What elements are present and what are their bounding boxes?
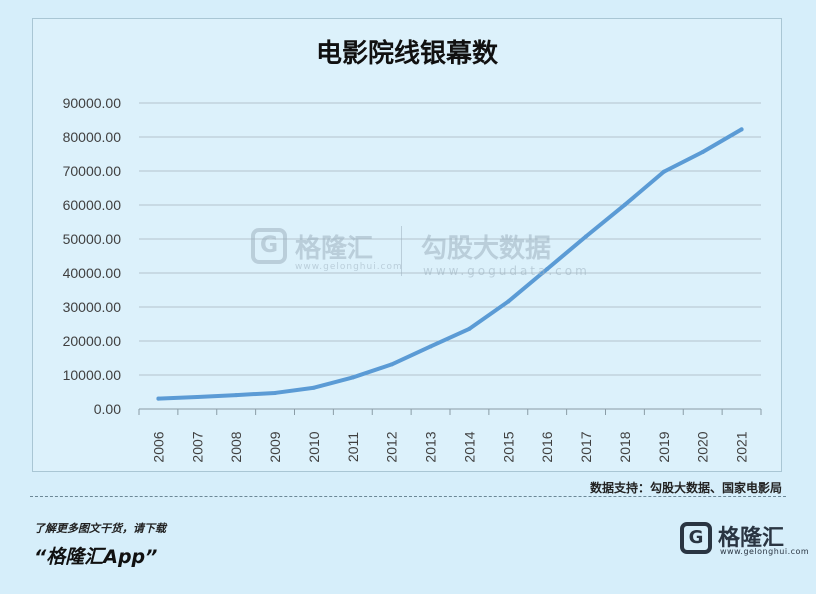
data-point: [195, 395, 200, 400]
y-tick-label: 20000.00: [63, 333, 122, 349]
y-tick-label: 0.00: [94, 401, 121, 417]
line-chart: 0.00 10000.00 20000.00 30000.00 40000.00 5000…: [63, 95, 762, 463]
x-tick-label: 2007: [189, 431, 205, 462]
brand-logo: G 格隆汇 www.gelonghui.com: [680, 520, 809, 560]
x-tick-label: 2017: [578, 431, 594, 462]
data-point: [234, 393, 239, 398]
x-tick-label: 2011: [345, 432, 361, 462]
chart-frame: 电影院线银幕数 0.00 10000.00 20000.00 30000.00 4000…: [32, 18, 782, 472]
data-point: [661, 169, 666, 174]
data-source: 数据支持：勾股大数据、国家电影局: [589, 481, 782, 495]
watermark-name: 格隆汇: [295, 234, 374, 264]
data-point: [389, 362, 394, 367]
brand-logo-icon: G: [680, 522, 712, 554]
y-tick-label: 70000.00: [63, 163, 122, 179]
promo-text: 了解更多图文干货，请下载: [34, 522, 166, 535]
x-tick-label: 2021: [734, 431, 750, 462]
data-point: [273, 390, 278, 395]
x-tick-label: 2019: [656, 431, 672, 462]
x-tick-label: 2020: [695, 431, 711, 462]
y-tick-label: 10000.00: [63, 367, 122, 383]
data-point: [545, 266, 550, 271]
watermark-url-left: www.gelonghui.com: [295, 262, 403, 272]
y-tick-label: 50000.00: [63, 231, 122, 247]
x-tick-label: 2015: [500, 431, 516, 462]
x-tick-label: 2018: [617, 431, 633, 462]
y-tick-label: 30000.00: [63, 299, 122, 315]
brand-name: 格隆汇: [718, 526, 785, 551]
watermark-logo-icon: G: [251, 228, 287, 264]
x-tick-label: 2012: [384, 431, 400, 462]
watermark-url-right: www.gogudata.com: [423, 264, 590, 278]
chart-title: 电影院线银幕数: [315, 39, 498, 69]
x-tick-label: 2013: [423, 431, 439, 462]
y-tick-label: 40000.00: [63, 265, 122, 281]
data-point: [584, 234, 589, 239]
x-tick-label: 2014: [461, 431, 477, 462]
data-point: [467, 326, 472, 331]
brand-url: www.gelonghui.com: [720, 547, 810, 556]
x-tick-label: 2008: [228, 431, 244, 462]
app-name: “格隆汇App”: [34, 546, 158, 568]
watermark-name2: 勾股大数据: [421, 234, 552, 264]
data-point: [156, 396, 161, 401]
data-point: [350, 375, 355, 380]
x-tick-label: 2010: [306, 431, 322, 462]
y-tick-label: 80000.00: [63, 129, 122, 145]
y-tick-label: 90000.00: [63, 95, 122, 111]
x-tick-label: 2006: [150, 431, 166, 462]
watermark-divider: [401, 226, 402, 276]
x-tick-label: 2016: [539, 431, 555, 462]
data-point: [506, 299, 511, 304]
series-line: [156, 127, 744, 401]
data-point: [622, 202, 627, 207]
data-point: [428, 344, 433, 349]
data-point: [700, 150, 705, 155]
divider: [30, 496, 786, 497]
data-point: [739, 127, 744, 132]
y-tick-label: 60000.00: [63, 197, 122, 213]
x-tick-label: 2009: [267, 431, 283, 462]
watermark: G 格隆汇 www.gelonghui.com 勾股大数据 www.goguda…: [251, 224, 587, 284]
data-point: [311, 385, 316, 390]
